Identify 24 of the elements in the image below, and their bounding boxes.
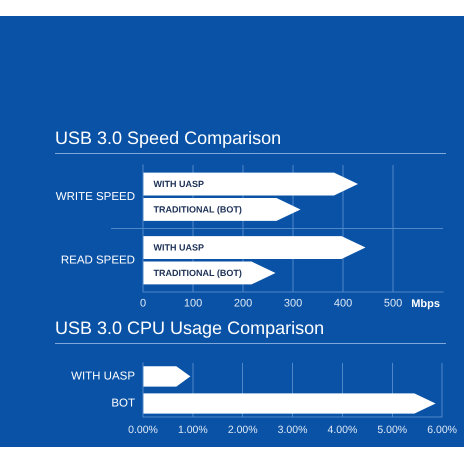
x-tick-label: 6.00% [427, 424, 458, 436]
x-tick-label: 4.00% [328, 424, 358, 436]
x-tick-label: 100 [184, 298, 202, 310]
x-tick-label: 300 [284, 298, 302, 310]
x-tick-label: 5.00% [377, 424, 408, 436]
x-tick-label: 1.00% [178, 424, 208, 436]
text: TRADITIONAL (BOT) [154, 268, 242, 278]
series-label: TRADITIONAL (BOT) [154, 204, 242, 214]
y-tick-label: WRITE SPEED [56, 190, 135, 203]
x-tick-label: 0 [140, 298, 146, 310]
x-tick-label: 0.00% [128, 424, 158, 436]
series-label: WITH UASP [154, 179, 204, 190]
y-tick-label: WITH UASP [71, 370, 136, 383]
x-axis-title: Mbps [411, 298, 440, 310]
y-tick-label: READ SPEED [60, 254, 135, 266]
x-tick-label: 200 [234, 298, 252, 310]
chart-title: USB 3.0 CPU Usage Comparison [55, 317, 324, 339]
chart-title: USB 3.0 Speed Comparison [55, 127, 282, 149]
x-tick-label: 500 [384, 298, 402, 310]
y-tick-label: BOT [111, 398, 135, 410]
x-tick-label: 2.00% [228, 424, 258, 436]
text: WITH UASP [154, 242, 204, 253]
x-tick-label: 400 [334, 298, 352, 310]
x-tick-label: 3.00% [278, 424, 308, 436]
